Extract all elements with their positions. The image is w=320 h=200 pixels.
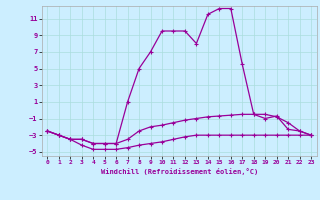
X-axis label: Windchill (Refroidissement éolien,°C): Windchill (Refroidissement éolien,°C) [100,168,258,175]
